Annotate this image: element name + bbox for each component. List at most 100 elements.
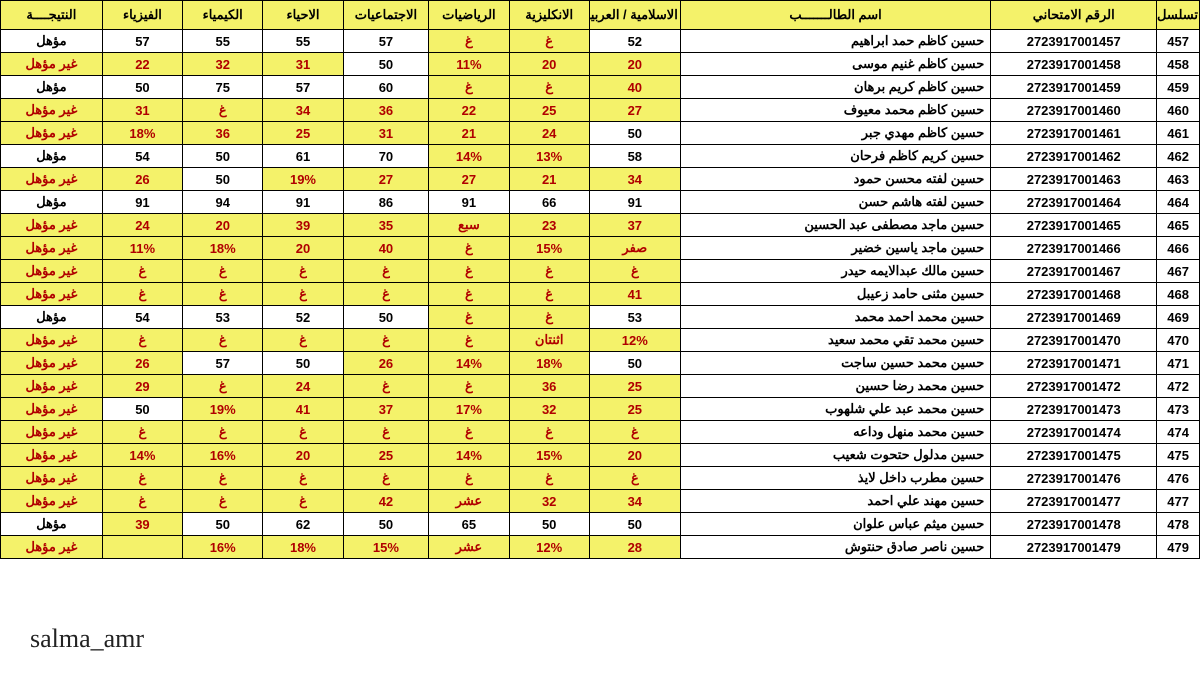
cell-soc: 37 — [343, 398, 429, 421]
cell-phys — [102, 536, 182, 559]
cell-islam: 58 — [589, 145, 680, 168]
cell-phys: 11% — [102, 237, 182, 260]
cell-result: غير مؤهل — [1, 467, 103, 490]
cell-soc: غ — [343, 421, 429, 444]
cell-soc: 50 — [343, 53, 429, 76]
cell-bio: 34 — [263, 99, 343, 122]
cell-result: مؤهل — [1, 513, 103, 536]
cell-phys: 26 — [102, 168, 182, 191]
cell-soc: 26 — [343, 352, 429, 375]
cell-islam: غ — [589, 467, 680, 490]
cell-exam: 2723917001470 — [991, 329, 1157, 352]
cell-seq: 478 — [1157, 513, 1200, 536]
table-row: 4652723917001465حسين ماجد مصطفى عبد الحس… — [1, 214, 1200, 237]
cell-islam: 40 — [589, 76, 680, 99]
cell-seq: 471 — [1157, 352, 1200, 375]
cell-exam: 2723917001463 — [991, 168, 1157, 191]
cell-islam: 34 — [589, 490, 680, 513]
cell-chem: 53 — [183, 306, 263, 329]
cell-eng: 18% — [509, 352, 589, 375]
table-row: 4692723917001469حسين محمد احمد محمد53غغ5… — [1, 306, 1200, 329]
cell-result: غير مؤهل — [1, 352, 103, 375]
cell-name: حسين كاظم غنيم موسى — [680, 53, 990, 76]
cell-result: غير مؤهل — [1, 283, 103, 306]
cell-soc: غ — [343, 283, 429, 306]
cell-result: غير مؤهل — [1, 99, 103, 122]
cell-math: 65 — [429, 513, 509, 536]
cell-math: غ — [429, 283, 509, 306]
cell-result: غير مؤهل — [1, 398, 103, 421]
cell-exam: 2723917001476 — [991, 467, 1157, 490]
cell-result: غير مؤهل — [1, 490, 103, 513]
table-row: 4592723917001459حسين كاظم كريم برهان40غغ… — [1, 76, 1200, 99]
cell-chem: غ — [183, 260, 263, 283]
cell-soc: 15% — [343, 536, 429, 559]
cell-math: غ — [429, 306, 509, 329]
table-row: 4602723917001460حسين كاظم محمد معيوف2725… — [1, 99, 1200, 122]
cell-soc: 27 — [343, 168, 429, 191]
cell-math: عشر — [429, 490, 509, 513]
cell-name: حسين ماجد ياسين خضير — [680, 237, 990, 260]
cell-exam: 2723917001461 — [991, 122, 1157, 145]
table-row: 4752723917001475حسين مدلول حتحوت شعيب201… — [1, 444, 1200, 467]
table-row: 4582723917001458حسين كاظم غنيم موسى20201… — [1, 53, 1200, 76]
cell-name: حسين كريم كاظم فرحان — [680, 145, 990, 168]
cell-eng: غ — [509, 260, 589, 283]
cell-exam: 2723917001479 — [991, 536, 1157, 559]
cell-phys: 14% — [102, 444, 182, 467]
cell-eng: 12% — [509, 536, 589, 559]
cell-islam: غ — [589, 260, 680, 283]
table-body: 4572723917001457حسين كاظم حمد ابراهيم52غ… — [1, 30, 1200, 559]
col-header-math: الرياضيات — [429, 1, 509, 30]
cell-seq: 476 — [1157, 467, 1200, 490]
cell-bio: غ — [263, 421, 343, 444]
cell-eng: غ — [509, 467, 589, 490]
cell-chem: 50 — [183, 168, 263, 191]
cell-exam: 2723917001475 — [991, 444, 1157, 467]
table-row: 4672723917001467حسين مالك عبدالايمه حيدر… — [1, 260, 1200, 283]
cell-exam: 2723917001462 — [991, 145, 1157, 168]
cell-islam: 12% — [589, 329, 680, 352]
cell-chem: 16% — [183, 444, 263, 467]
cell-name: حسين محمد احمد محمد — [680, 306, 990, 329]
cell-exam: 2723917001474 — [991, 421, 1157, 444]
cell-exam: 2723917001473 — [991, 398, 1157, 421]
cell-bio: 61 — [263, 145, 343, 168]
cell-phys: غ — [102, 421, 182, 444]
watermark-text: salma_amr — [30, 624, 144, 654]
cell-seq: 457 — [1157, 30, 1200, 53]
col-header-chem: الكيمياء — [183, 1, 263, 30]
col-header-eng: الانكليزية — [509, 1, 589, 30]
cell-seq: 460 — [1157, 99, 1200, 122]
table-header: تسلسلالرقم الامتحانياسم الطالـــــــبالا… — [1, 1, 1200, 30]
cell-bio: 18% — [263, 536, 343, 559]
cell-seq: 468 — [1157, 283, 1200, 306]
cell-eng: 50 — [509, 513, 589, 536]
cell-name: حسين لفته هاشم حسن — [680, 191, 990, 214]
cell-eng: 15% — [509, 444, 589, 467]
cell-soc: 40 — [343, 237, 429, 260]
cell-chem: غ — [183, 329, 263, 352]
cell-chem: 50 — [183, 513, 263, 536]
cell-name: حسين لفته محسن حمود — [680, 168, 990, 191]
cell-eng: 23 — [509, 214, 589, 237]
cell-eng: غ — [509, 421, 589, 444]
cell-name: حسين محمد رضا حسين — [680, 375, 990, 398]
cell-result: غير مؤهل — [1, 122, 103, 145]
cell-islam: 25 — [589, 398, 680, 421]
cell-chem: غ — [183, 421, 263, 444]
cell-bio: 24 — [263, 375, 343, 398]
cell-seq: 467 — [1157, 260, 1200, 283]
cell-bio: غ — [263, 329, 343, 352]
cell-exam: 2723917001471 — [991, 352, 1157, 375]
cell-bio: 91 — [263, 191, 343, 214]
cell-phys: غ — [102, 283, 182, 306]
cell-name: حسين كاظم كريم برهان — [680, 76, 990, 99]
cell-name: حسين كاظم مهدي جبر — [680, 122, 990, 145]
cell-seq: 473 — [1157, 398, 1200, 421]
cell-islam: 20 — [589, 444, 680, 467]
cell-seq: 465 — [1157, 214, 1200, 237]
cell-seq: 475 — [1157, 444, 1200, 467]
cell-phys: 31 — [102, 99, 182, 122]
cell-result: مؤهل — [1, 76, 103, 99]
